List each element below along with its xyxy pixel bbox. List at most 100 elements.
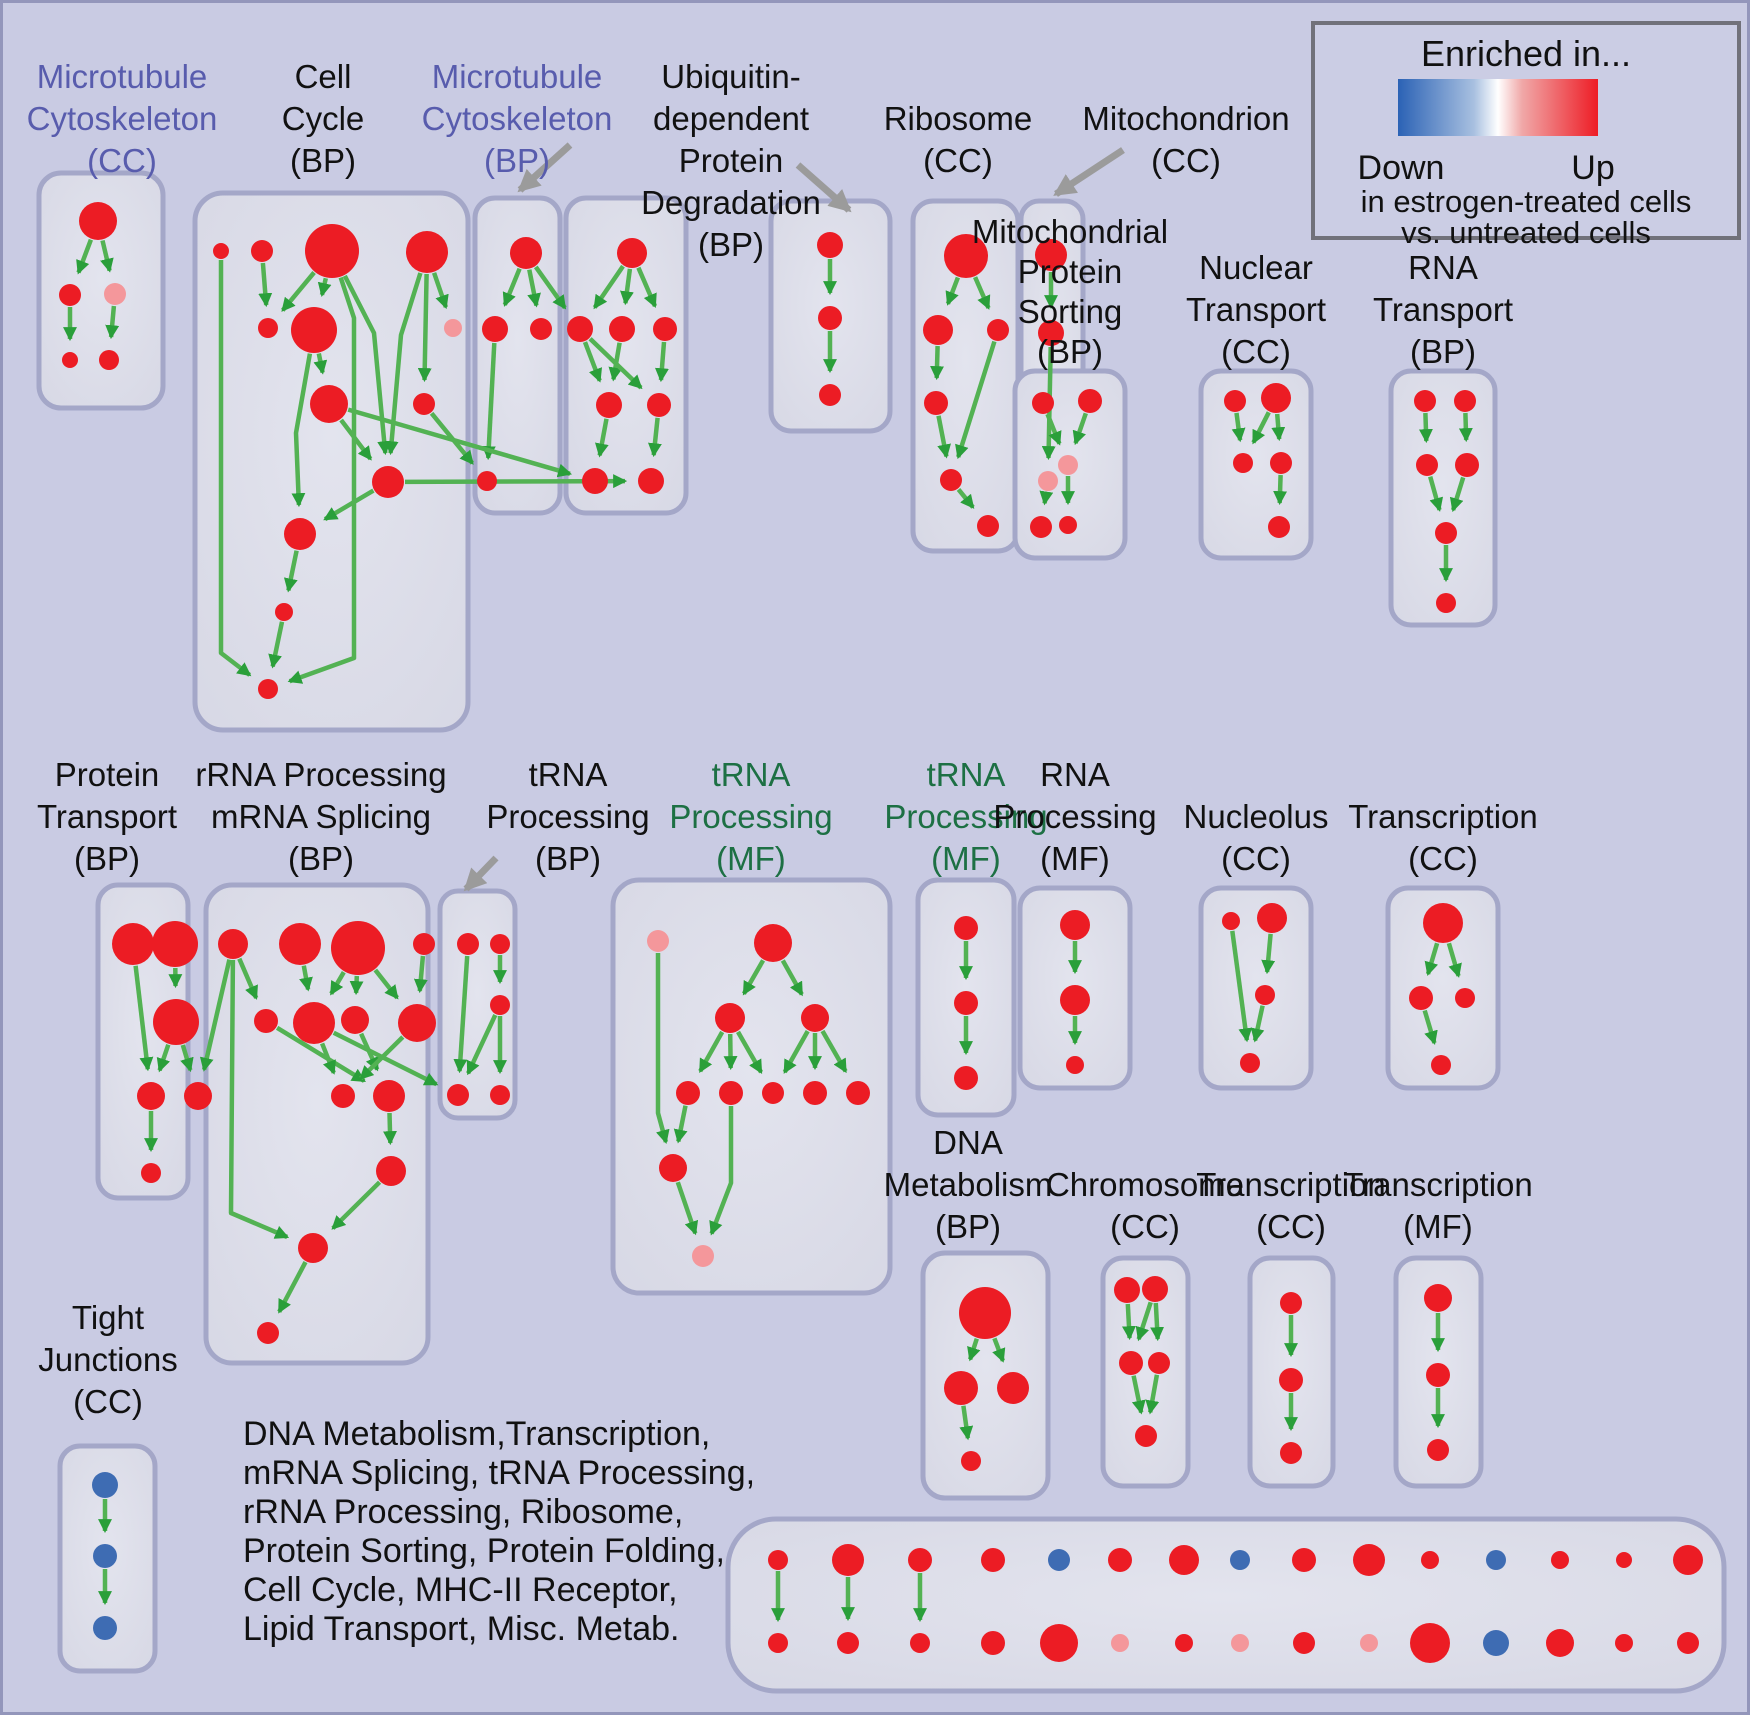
group-label-chromosome-cc: Chromosome	[1046, 1166, 1244, 1203]
go-term-node-red	[715, 1003, 745, 1033]
edge-arrow	[453, 955, 470, 1074]
edge-arrow	[780, 959, 804, 997]
group-label-microtubule-cytoskeleton-bp: Microtubule	[432, 58, 603, 95]
go-term-node-red	[279, 923, 321, 965]
go-term-node-red	[413, 933, 435, 955]
go-term-node-red	[341, 1006, 369, 1034]
go-term-node-red	[406, 231, 448, 273]
go-term-node-red	[1078, 389, 1102, 413]
group-label-rna-transport-bp: (BP)	[1410, 333, 1476, 370]
edge-arrow	[466, 1014, 498, 1076]
go-term-node-red	[768, 1633, 788, 1653]
group-label-protein-transport-bp: Transport	[37, 798, 177, 835]
edge-arrow	[417, 273, 432, 383]
go-term-node-red	[609, 316, 635, 342]
legend-gradient-bar	[1398, 79, 1598, 136]
label-pointer-arrow	[1053, 147, 1125, 197]
group-box-rrna-processing-mrna-splicing-bp	[203, 882, 431, 1366]
go-term-node-red	[954, 991, 978, 1015]
edge-arrow	[992, 1337, 1006, 1363]
go-term-node-red	[99, 350, 119, 370]
edge-arrow	[675, 1181, 699, 1236]
go-term-node-red	[1409, 986, 1433, 1010]
edge-arrow	[384, 272, 423, 456]
edge-arrow	[280, 271, 316, 312]
go-term-node-red	[1066, 1056, 1084, 1074]
go-term-node-red	[331, 1084, 355, 1108]
go-term-node-red	[62, 352, 78, 368]
edge-arrow	[698, 1030, 725, 1074]
edge-arrow	[1145, 1374, 1160, 1415]
group-label-microtubule-cytoskeleton-bp: Cytoskeleton	[422, 100, 613, 137]
go-term-node-red	[1424, 1284, 1452, 1312]
go-term-node-red	[254, 1009, 278, 1033]
group-label-transcription-cc-row2: (CC)	[1408, 840, 1478, 877]
group-label-dna-metabolism-bp: (BP)	[935, 1208, 1001, 1245]
edge-arrow	[76, 238, 94, 275]
group-label-ubiquitin-dependent-protein-degradation-bp: (BP)	[698, 226, 764, 263]
go-term-node-red	[1108, 1548, 1132, 1572]
go-term-node-red	[1615, 1634, 1633, 1652]
edge-arrow	[275, 1025, 366, 1083]
edge-arrow	[105, 305, 120, 340]
go-term-node-red	[184, 1082, 212, 1110]
go-term-node-red	[1035, 239, 1067, 271]
edge-arrow	[1131, 1375, 1146, 1415]
go-term-node-red	[617, 238, 647, 268]
edge-arrow	[1072, 412, 1088, 446]
go-term-node-red	[1414, 390, 1436, 412]
go-term-node-red	[1292, 1548, 1316, 1572]
group-label-rna-processing-mf: Processing	[993, 798, 1156, 835]
edge-arrow	[156, 1043, 171, 1073]
go-term-node-red	[754, 924, 792, 962]
edge-arrow	[959, 1405, 974, 1441]
go-term-node-red	[1673, 1545, 1703, 1575]
edge-arrow	[620, 268, 634, 306]
go-term-node-red	[490, 1085, 510, 1105]
go-term-node-red	[1060, 910, 1090, 940]
go-term-node-red	[213, 243, 229, 259]
edge-arrow	[967, 1338, 981, 1362]
edge-arrow	[342, 274, 392, 456]
group-label-mitochondrion-cc: Mitochondrion	[1082, 100, 1289, 137]
go-term-node-red	[490, 934, 510, 954]
edge-arrow	[527, 269, 541, 308]
go-term-node-red	[819, 384, 841, 406]
group-label-trna-processing-mf-1: Processing	[669, 798, 832, 835]
go-term-node-red	[1222, 912, 1240, 930]
go-term-node-pink	[692, 1245, 714, 1267]
go-term-node-red	[305, 224, 359, 278]
go-term-node-red	[398, 1004, 436, 1042]
go-term-node-red	[1270, 452, 1292, 474]
figure-svg: Microtubule Cytoskeleton (CC) Cell Cycle (BP)…	[27, 21, 1741, 1694]
edge-arrow	[1150, 1302, 1165, 1342]
edge-arrow	[736, 1030, 764, 1075]
go-term-node-red	[1293, 1632, 1315, 1654]
group-label-transcription-cc-row2: Transcription	[1348, 798, 1538, 835]
go-term-node-red	[1240, 1053, 1260, 1073]
go-term-node-red	[1421, 1551, 1439, 1569]
go-term-node-red	[284, 518, 316, 550]
edge-arrow	[1135, 1301, 1153, 1342]
edge-arrow	[180, 1044, 194, 1073]
edge-arrow	[1122, 1303, 1136, 1341]
note-line: rRNA Processing, Ribosome,	[243, 1493, 684, 1531]
go-term-node-red	[977, 515, 999, 537]
go-term-node-red	[653, 317, 677, 341]
group-label-rrna-processing-mrna-splicing-bp: mRNA Splicing	[211, 798, 431, 835]
group-box-transcription-cc-row2	[1385, 885, 1501, 1091]
go-term-node-red	[1030, 516, 1052, 538]
go-term-node-blue	[1486, 1550, 1506, 1570]
edge-arrow	[1273, 474, 1288, 506]
edge-arrow	[1446, 942, 1462, 978]
go-term-node-red	[1427, 1439, 1449, 1461]
go-term-node-red	[153, 999, 199, 1045]
edge-arrow	[502, 267, 522, 307]
go-term-node-red	[257, 1322, 279, 1344]
legend-up-label: Up	[1571, 149, 1615, 187]
group-label-trna-processing-bp: (BP)	[535, 840, 601, 877]
edge-arrow	[1231, 412, 1246, 443]
edge-arrow	[709, 1106, 734, 1236]
go-term-node-blue	[93, 1544, 117, 1568]
go-term-node-red	[832, 1544, 864, 1576]
